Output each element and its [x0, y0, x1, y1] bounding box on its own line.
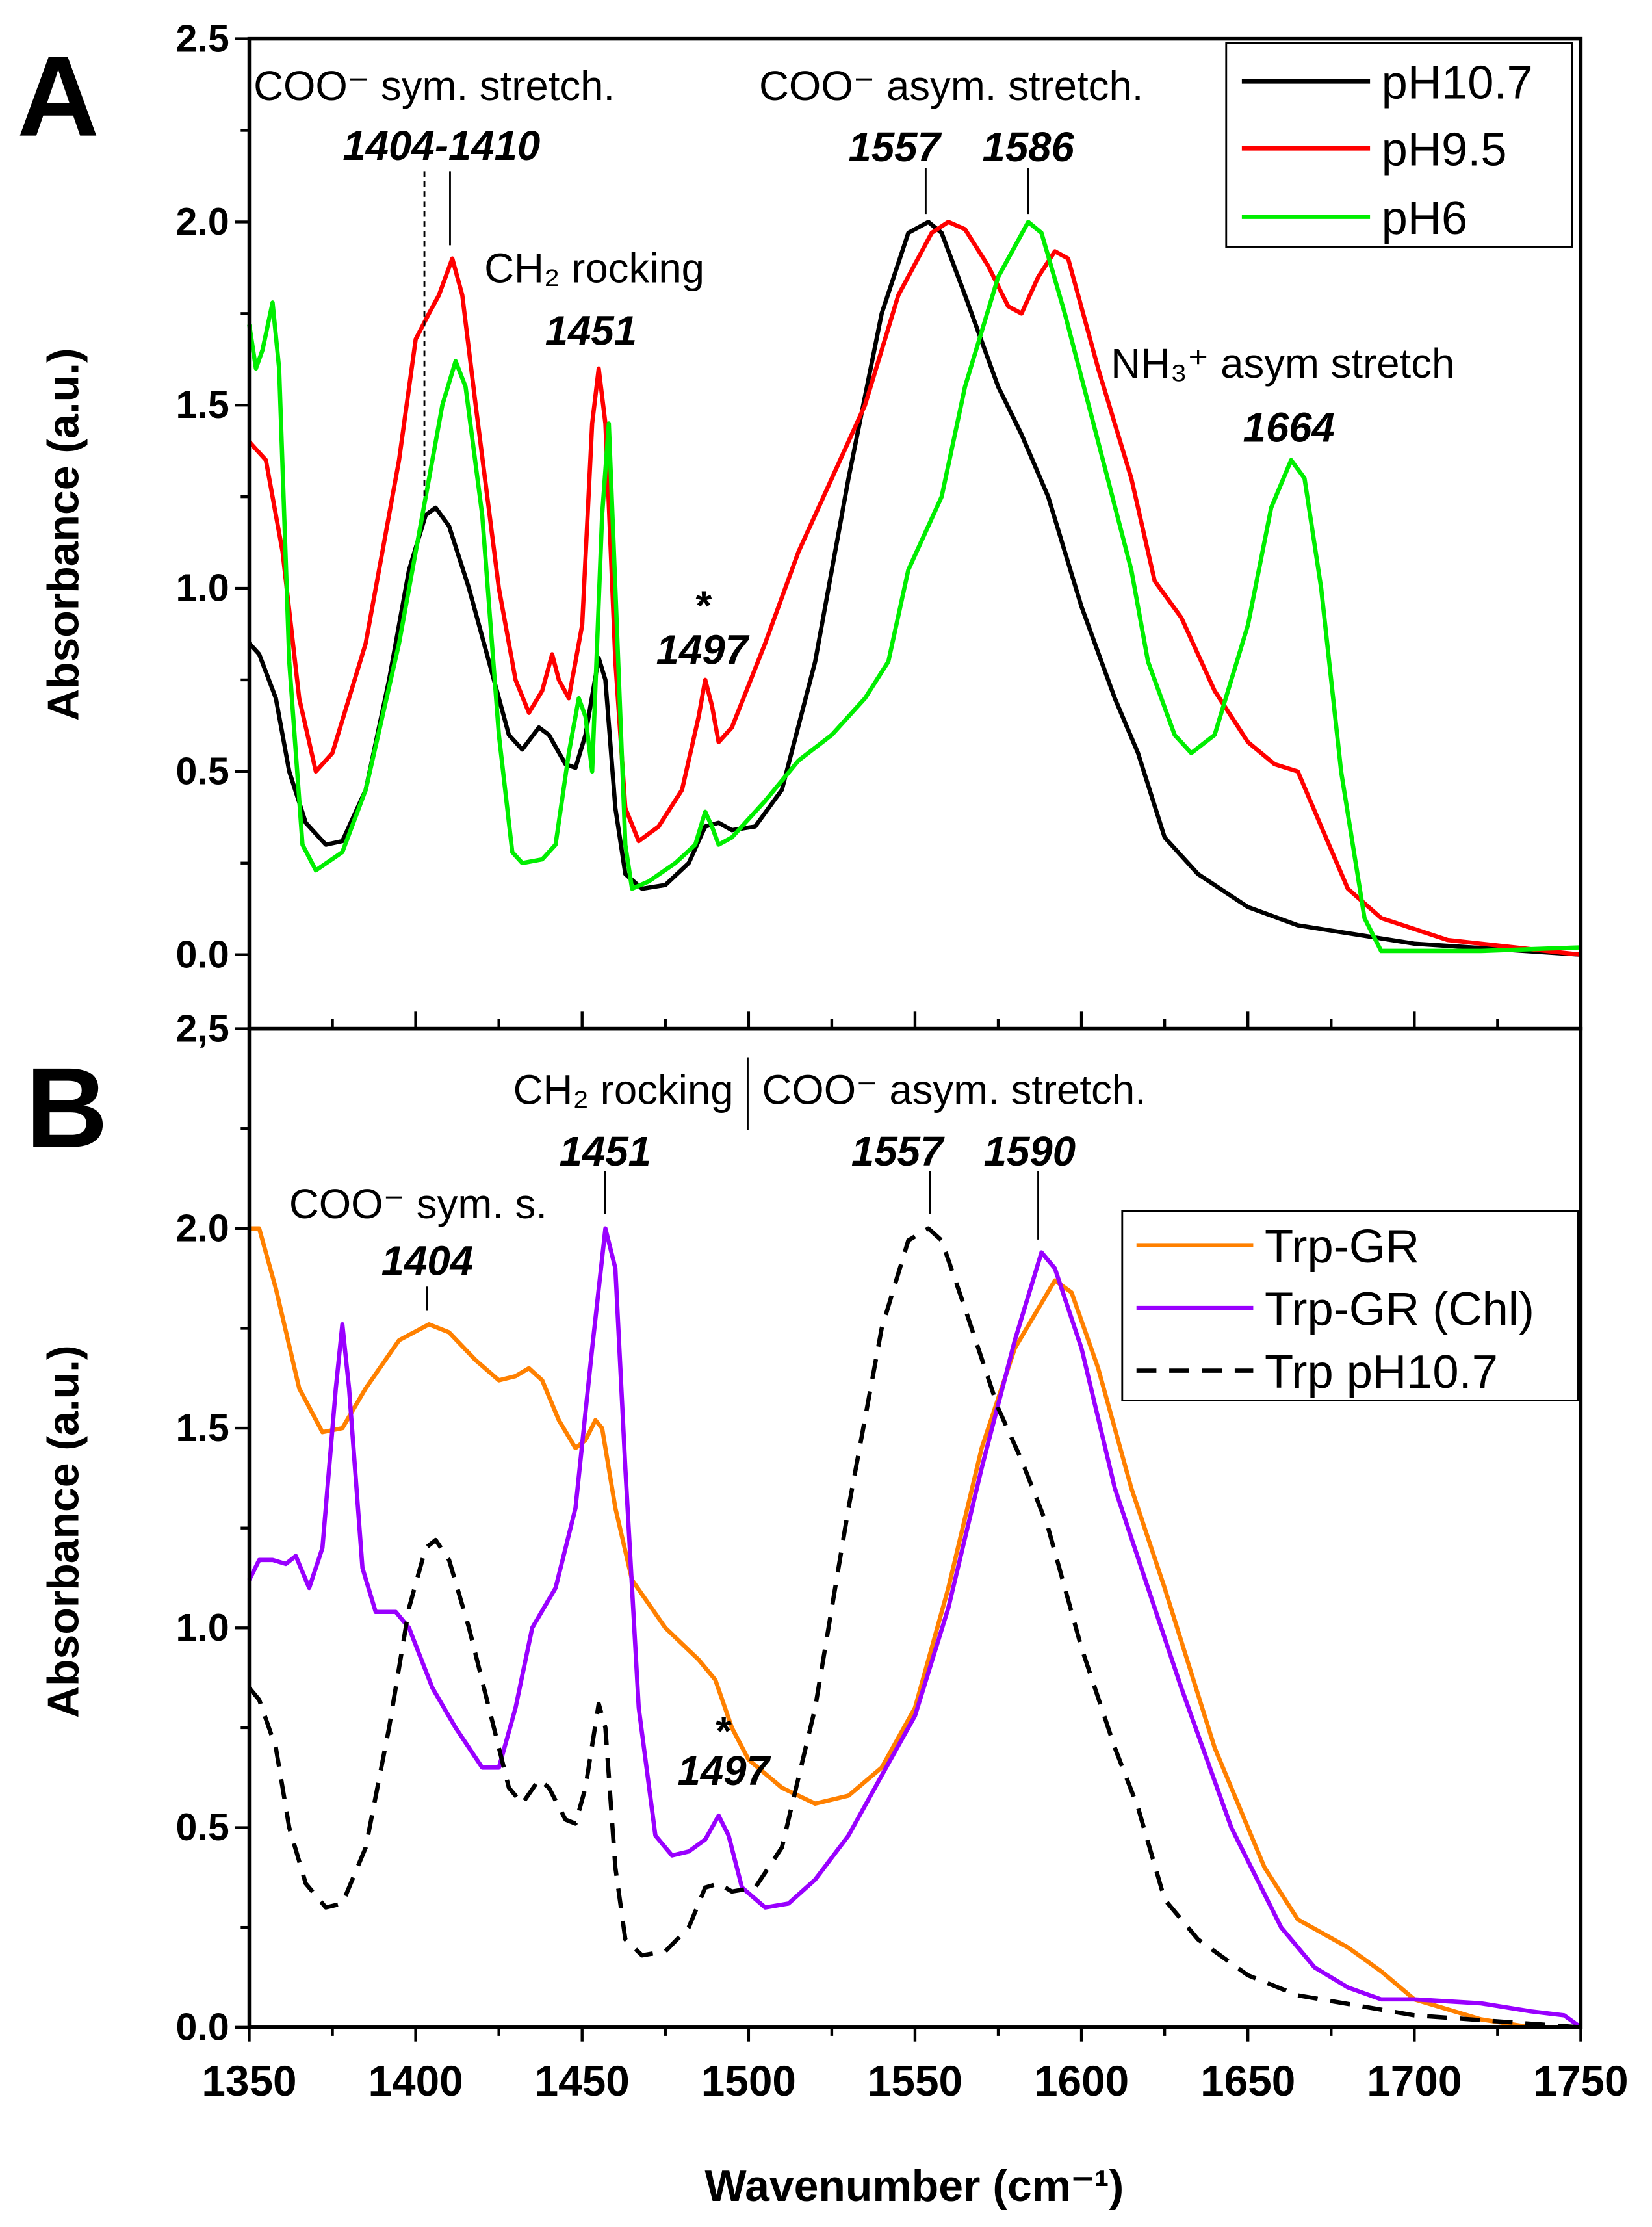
legend-a-box [1225, 42, 1573, 248]
x-tick-label: 1500 [701, 2057, 796, 2105]
annotation-1586: 1586 [982, 124, 1074, 170]
annotation-1664: 1664 [1243, 405, 1335, 451]
y-tick-label: 0.5 [176, 1805, 229, 1849]
legend-a-label-ph9-5: pH9.5 [1382, 124, 1507, 176]
x-tick-label: 1350 [201, 2057, 296, 2105]
y-tick-label: 0.5 [176, 749, 229, 793]
panel-b-plot: 0.0 0.5 1.0 1.5 2.0 2,5 1350 1400 1450 1500 1550 16… [176, 1006, 1629, 2105]
legend-b-label-trp-gr-chl: Trp-GR (Chl) [1265, 1283, 1534, 1335]
panel-a-y-axis-title: Absorbance (a.u.) [40, 348, 88, 721]
panel-b-frame [247, 1026, 1583, 2029]
annotation-1404-1410: 1404-1410 [342, 123, 540, 169]
y-tick-label: 2.0 [176, 200, 229, 243]
annotation-ch2-rocking: CH₂ rocking [484, 245, 704, 291]
series-line-ph9-5 [248, 220, 1581, 957]
legend-b-label-trp-gr: Trp-GR [1265, 1221, 1419, 1273]
series-line-trp-ph10-7 [247, 1226, 1581, 2030]
series-line-trp-gr [249, 1226, 1581, 2030]
x-tick-label: 1650 [1200, 2057, 1295, 2105]
legend-b-label-trp-ph10-7: Trp pH10.7 [1265, 1346, 1498, 1398]
legend-b: Trp-GR Trp-GR (Chl) Trp pH10.7 [1121, 1210, 1579, 1401]
x-tick-label: 1550 [868, 2057, 962, 2105]
panel-a-label: A [17, 33, 99, 161]
x-tick-label: 1750 [1533, 2057, 1628, 2105]
x-axis-title: Wavenumber (cm⁻¹) [704, 2162, 1124, 2211]
panel-b-y-axis-title: Absorbance (a.u.) [40, 1345, 88, 1718]
y-tick-label: 1.5 [176, 1406, 229, 1450]
y-tick-label: 0.0 [176, 2005, 229, 2048]
annotation-1451: 1451 [545, 308, 637, 354]
annotation-b-ch2-rocking: CH₂ rocking [513, 1067, 734, 1114]
annotation-b-1590: 1590 [984, 1128, 1076, 1175]
y-tick-label: 2.5 [176, 16, 229, 60]
y-tick-label: 2,5 [176, 1006, 229, 1050]
annotation-b-coo-sym: COO⁻ sym. s. [289, 1181, 547, 1227]
annotation-1497: 1497 [656, 627, 750, 673]
annotation-b-1451: 1451 [560, 1128, 651, 1175]
y-tick-label: 2.0 [176, 1206, 229, 1250]
x-tick-label: 1700 [1367, 2057, 1462, 2105]
y-tick-label: 0.0 [176, 932, 229, 976]
annotation-nh3: NH₃⁺ asym stretch [1111, 341, 1454, 387]
y-tick-label: 1.5 [176, 383, 229, 426]
annotation-star: * [694, 583, 712, 629]
annotation-coo-asym: COO⁻ asym. stretch. [759, 63, 1143, 109]
x-tick-label: 1400 [368, 2057, 463, 2105]
annotation-1557: 1557 [848, 124, 942, 170]
x-tick-label: 1450 [535, 2057, 630, 2105]
annotation-b-1404: 1404 [381, 1238, 473, 1284]
legend-a-label-ph6: pH6 [1382, 192, 1468, 244]
panel-a-plot: 0.0 0.5 1.0 1.5 2.0 2.5 [176, 16, 1583, 1031]
annotation-b-coo-asym: COO⁻ asym. stretch. [762, 1067, 1146, 1114]
y-tick-label: 1.0 [176, 566, 229, 610]
series-line-trp-gr-chl- [247, 1226, 1582, 2029]
legend-a: pH10.7 pH9.5 pH6 [1225, 42, 1573, 248]
annotation-b-star: * [714, 1708, 732, 1754]
series-line-ph6 [247, 220, 1581, 954]
panel-b-label: B [25, 1044, 108, 1171]
x-tick-label: 1600 [1034, 2057, 1129, 2105]
y-tick-label: 1.0 [176, 1606, 229, 1649]
series-line-ph10-7 [248, 220, 1581, 957]
annotation-b-1497: 1497 [678, 1748, 771, 1794]
legend-a-label-ph10-7: pH10.7 [1382, 57, 1533, 109]
annotation-coo-sym: COO⁻ sym. stretch. [253, 63, 615, 109]
annotation-b-1557: 1557 [851, 1128, 945, 1175]
